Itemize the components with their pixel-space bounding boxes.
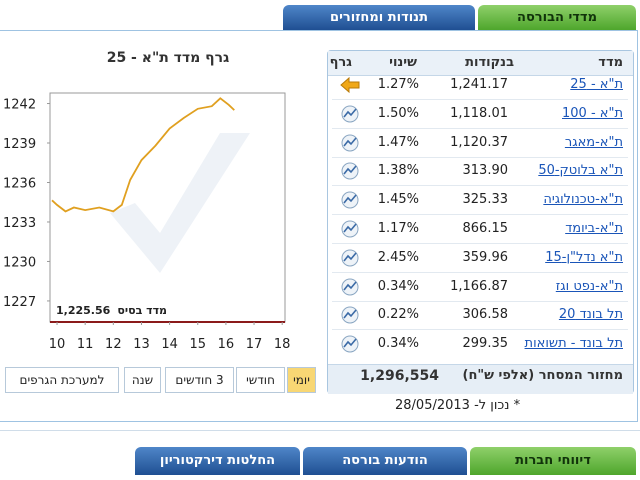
row-separator: [332, 300, 628, 302]
base-label: מדד בסיס: [117, 304, 167, 317]
index-points: 299.35: [462, 336, 509, 352]
x-tick-label: 11: [77, 337, 94, 352]
x-tick-label: 12: [105, 337, 122, 352]
graph-icon[interactable]: [339, 75, 361, 95]
row-separator: [332, 127, 628, 129]
chart-title: גרף מדד ת"א - 25: [107, 50, 230, 66]
range-button[interactable]: יומי: [287, 367, 316, 393]
row-separator: [332, 271, 628, 273]
x-tick-label: 17: [246, 337, 263, 352]
y-tick-label: 1230: [3, 255, 36, 270]
turnover-label: מחזור המסחר (אלפי ש"ח): [462, 368, 624, 383]
index-points: 306.58: [462, 307, 509, 323]
tab[interactable]: מדדי הבורסה: [478, 5, 636, 30]
range-button[interactable]: חודשי: [236, 367, 285, 393]
graph-icon[interactable]: [339, 133, 361, 153]
row-separator: [332, 329, 628, 331]
index-table: [327, 50, 634, 394]
graph-icon[interactable]: [339, 219, 361, 239]
plot-area: [49, 92, 286, 323]
y-tick-label: 1239: [3, 137, 36, 152]
index-name[interactable]: תל בונד 20: [558, 307, 623, 323]
graph-icon[interactable]: [339, 277, 361, 297]
y-tick-label: 1236: [3, 176, 36, 191]
y-tick-label: 1242: [3, 98, 36, 113]
column-header: שינוי: [389, 55, 417, 70]
range-button[interactable]: למערכת הגרפים: [5, 367, 119, 393]
x-tick-label: 16: [218, 337, 235, 352]
index-name[interactable]: ת"א-נפט וגז: [555, 278, 623, 294]
index-points: 313.90: [462, 163, 509, 179]
x-tick-label: 15: [189, 337, 206, 352]
index-points: 1,118.01: [450, 105, 508, 121]
index-change: 1.50%: [377, 105, 419, 121]
index-name[interactable]: ת"א - 25: [570, 77, 623, 92]
graph-icon[interactable]: [339, 334, 361, 354]
table-footer: [328, 364, 633, 394]
turnover-value: 1,296,554: [360, 368, 439, 384]
column-header: גרף: [329, 55, 352, 70]
index-name[interactable]: ת"א-מאגר: [564, 134, 623, 150]
index-name[interactable]: ת"א - 100: [562, 105, 623, 121]
index-name[interactable]: ת"א נדל"ן-15: [545, 249, 623, 265]
index-points: 359.96: [462, 249, 509, 265]
column-header: בנקודות: [465, 55, 514, 70]
index-change: 2.45%: [377, 249, 419, 265]
graph-icon[interactable]: [339, 104, 361, 124]
date-note: * נכון ל- 28/05/2013: [395, 398, 521, 413]
x-tick-label: 18: [274, 337, 291, 352]
index-points: 1,120.37: [450, 134, 508, 150]
divider: [0, 430, 640, 431]
index-name[interactable]: ת"א בלוטק-50: [538, 163, 623, 179]
price-line: [51, 97, 235, 213]
index-name[interactable]: תל בונד - תשואות: [524, 336, 623, 352]
index-points: 1,166.87: [450, 278, 508, 294]
index-change: 1.17%: [377, 221, 419, 236]
row-separator: [332, 99, 628, 100]
x-tick-label: 14: [161, 337, 178, 352]
watermark: [110, 133, 250, 273]
graph-icon[interactable]: [339, 248, 361, 268]
index-change: 0.34%: [377, 336, 419, 352]
range-button[interactable]: שנה: [124, 367, 161, 393]
index-points: 866.15: [462, 221, 509, 236]
tab[interactable]: החלטות דירקטוריון: [135, 447, 300, 475]
index-change: 1.45%: [377, 192, 419, 208]
index-points: 325.33: [462, 192, 509, 208]
x-tick-label: 13: [133, 337, 150, 352]
index-name[interactable]: ת"א-ביומד: [565, 221, 623, 236]
chart: גרף מדד ת"א - 25 1242 1239 1236 1233 1230 1227…: [3, 50, 291, 352]
tab[interactable]: תנודות ומחזורים: [283, 5, 475, 30]
graph-icon[interactable]: [339, 190, 361, 210]
index-change: 1.27%: [377, 77, 419, 92]
base-value: 1,225.56: [56, 304, 111, 317]
row-separator: [332, 214, 628, 216]
index-points: 1,241.17: [450, 77, 508, 92]
row-separator: [332, 243, 628, 244]
graph-icon[interactable]: [339, 161, 361, 181]
index-change: 1.38%: [377, 163, 419, 179]
index-change: 0.34%: [377, 278, 419, 294]
index-change: 0.22%: [377, 307, 419, 323]
graph-icon[interactable]: [339, 305, 361, 325]
index-name[interactable]: ת"א-טכנולוגיה: [543, 192, 623, 208]
table-header: [328, 51, 633, 76]
range-button[interactable]: 3 חודשים: [165, 367, 234, 393]
row-separator: [332, 185, 628, 187]
row-separator: [332, 156, 628, 158]
x-tick-label: 10: [49, 337, 66, 352]
y-tick-label: 1233: [3, 216, 36, 231]
y-tick-label: 1227: [3, 295, 36, 310]
index-change: 1.47%: [377, 134, 419, 150]
column-header: מדד: [598, 55, 623, 70]
tab[interactable]: דיווחי חברות: [470, 447, 636, 475]
tab[interactable]: הודעות בורסה: [303, 447, 467, 475]
